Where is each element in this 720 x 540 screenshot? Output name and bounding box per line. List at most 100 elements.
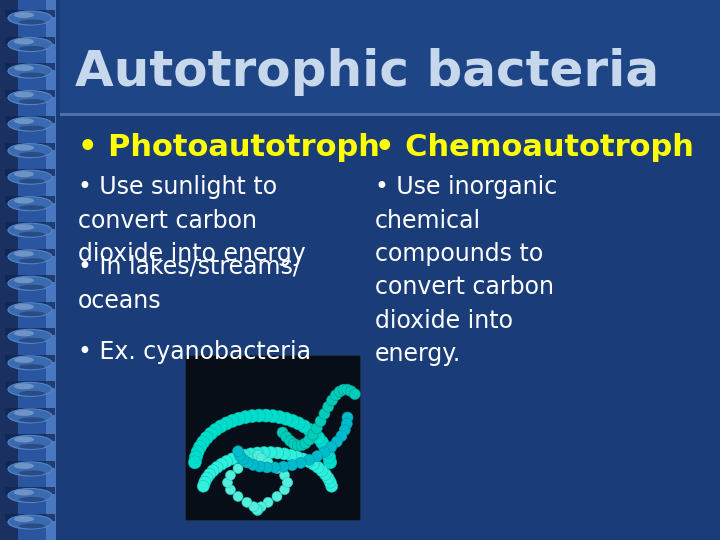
Ellipse shape [14,330,34,336]
Circle shape [252,504,262,515]
Ellipse shape [8,37,52,51]
Circle shape [215,420,228,433]
FancyBboxPatch shape [5,381,55,388]
Circle shape [235,450,246,461]
Circle shape [330,390,341,401]
Text: • Ex. cyanobacteria: • Ex. cyanobacteria [78,340,311,364]
Circle shape [321,446,334,458]
Ellipse shape [14,516,34,522]
Circle shape [207,465,219,477]
FancyBboxPatch shape [5,275,55,282]
Circle shape [254,461,265,472]
Circle shape [204,468,215,481]
Circle shape [256,453,266,463]
Circle shape [282,477,292,488]
Circle shape [273,410,286,424]
Circle shape [233,412,246,425]
FancyBboxPatch shape [5,90,55,97]
Ellipse shape [8,462,52,476]
Circle shape [201,472,213,484]
Circle shape [325,442,337,453]
Circle shape [307,458,320,470]
Ellipse shape [8,435,52,449]
Circle shape [303,423,316,436]
Circle shape [291,451,303,463]
Circle shape [220,417,233,430]
Circle shape [197,480,210,492]
FancyBboxPatch shape [5,37,55,44]
Ellipse shape [19,232,45,237]
Circle shape [324,456,337,469]
Circle shape [318,441,331,454]
Circle shape [242,458,252,468]
Circle shape [211,461,223,474]
Circle shape [324,476,336,488]
Circle shape [246,410,258,423]
Ellipse shape [8,489,52,503]
Circle shape [295,457,306,468]
Circle shape [225,470,235,480]
Circle shape [200,431,213,444]
Circle shape [319,447,330,457]
Ellipse shape [8,144,52,158]
Circle shape [304,454,315,465]
Circle shape [256,502,266,512]
Circle shape [300,438,311,449]
Circle shape [253,505,263,516]
Circle shape [277,427,288,438]
FancyBboxPatch shape [60,0,720,115]
Circle shape [312,451,323,462]
FancyBboxPatch shape [5,249,55,256]
Circle shape [331,436,343,447]
FancyBboxPatch shape [5,328,55,335]
Circle shape [204,427,217,440]
Ellipse shape [8,11,52,25]
Ellipse shape [19,99,45,104]
FancyBboxPatch shape [5,10,55,17]
Circle shape [292,417,305,430]
Circle shape [320,468,331,481]
Circle shape [334,386,345,397]
Circle shape [284,435,296,447]
Ellipse shape [8,515,52,529]
Circle shape [253,409,266,422]
FancyBboxPatch shape [5,408,55,415]
Ellipse shape [8,64,52,78]
Circle shape [272,463,282,474]
Ellipse shape [14,410,34,416]
Ellipse shape [8,197,52,211]
Ellipse shape [8,356,52,370]
Ellipse shape [19,338,45,343]
Circle shape [245,448,256,460]
Ellipse shape [19,311,45,316]
Ellipse shape [8,382,52,396]
Ellipse shape [14,251,34,256]
Circle shape [233,463,243,474]
Circle shape [242,497,252,507]
Circle shape [336,430,347,442]
Circle shape [297,420,310,433]
Ellipse shape [8,170,52,184]
Circle shape [233,446,243,457]
Circle shape [233,491,243,502]
Circle shape [215,458,228,470]
FancyBboxPatch shape [5,143,55,150]
Circle shape [325,480,338,492]
Circle shape [302,455,315,468]
FancyBboxPatch shape [5,195,55,202]
Circle shape [319,408,330,419]
Ellipse shape [14,383,34,389]
Circle shape [327,395,338,406]
Circle shape [315,436,328,449]
Ellipse shape [14,304,34,310]
Circle shape [232,451,244,463]
Circle shape [339,424,351,435]
Circle shape [197,436,210,449]
Circle shape [251,447,264,459]
Circle shape [342,384,353,395]
Circle shape [297,453,309,465]
Circle shape [189,450,202,464]
Circle shape [304,434,315,446]
Circle shape [346,386,356,397]
Circle shape [287,460,297,471]
